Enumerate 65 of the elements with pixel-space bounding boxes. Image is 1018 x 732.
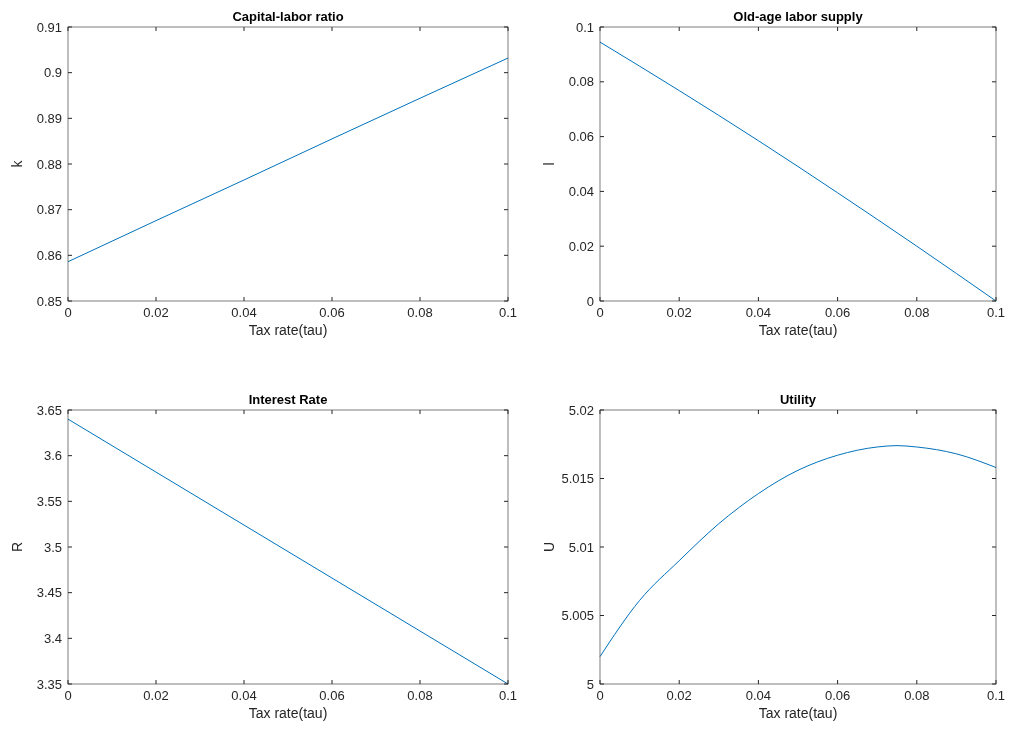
x-tick-label: 0 bbox=[64, 305, 72, 320]
y-tick-label: 0.06 bbox=[568, 129, 594, 145]
x-tick-label: 0.1 bbox=[498, 688, 518, 703]
y-axis-title: U bbox=[541, 541, 557, 553]
x-axis-title: Tax rate(tau) bbox=[248, 705, 328, 721]
y-tick-label: 0.08 bbox=[568, 74, 594, 90]
chart-title: Utility bbox=[779, 392, 817, 407]
line-series bbox=[67, 418, 509, 685]
y-tick-label: 3.4 bbox=[43, 630, 62, 646]
y-tick-label: 5.015 bbox=[561, 471, 594, 486]
y-axis-title: l bbox=[541, 162, 557, 166]
x-tick-label: 0.02 bbox=[666, 688, 692, 703]
x-tick-label: 0.1 bbox=[986, 688, 1006, 703]
chart-title: Interest Rate bbox=[248, 392, 328, 407]
x-tick-label: 0.04 bbox=[231, 305, 257, 320]
x-tick-label: 0.06 bbox=[319, 688, 345, 703]
x-tick-label: 0.06 bbox=[824, 688, 851, 703]
y-tick-label: 0.1 bbox=[575, 19, 594, 35]
y-axis-title: k bbox=[9, 159, 25, 168]
y-tick-label: 3.45 bbox=[36, 585, 62, 601]
line-series bbox=[67, 57, 509, 263]
y-tick-label: 5.01 bbox=[568, 539, 594, 555]
y-tick-label: 0.91 bbox=[36, 19, 62, 35]
x-tick-label: 0.02 bbox=[666, 305, 692, 320]
line-series bbox=[599, 41, 997, 302]
chart-title: Capital-labor ratio bbox=[232, 9, 344, 24]
x-tick-label: 0.08 bbox=[904, 688, 930, 703]
y-tick-label: 0.87 bbox=[36, 202, 62, 218]
line-series bbox=[599, 445, 997, 658]
y-tick-label: 3.65 bbox=[36, 402, 62, 418]
x-tick-label: 0.02 bbox=[143, 688, 169, 703]
chart-title: Old-age labor supply bbox=[733, 9, 864, 24]
y-tick-label: 3.5 bbox=[43, 539, 62, 555]
x-tick-label: 0.04 bbox=[745, 688, 772, 703]
y-tick-label: 5.005 bbox=[561, 608, 594, 623]
x-tick-label: 0.08 bbox=[407, 305, 433, 320]
x-tick-label: 0.1 bbox=[986, 305, 1006, 320]
x-tick-label: 0 bbox=[596, 688, 604, 703]
y-tick-label: 5 bbox=[586, 676, 594, 692]
y-tick-label: 0 bbox=[586, 293, 594, 309]
x-tick-label: 0.02 bbox=[143, 305, 169, 320]
x-tick-label: 0 bbox=[596, 305, 604, 320]
x-tick-label: 0.04 bbox=[231, 688, 257, 703]
y-tick-label: 0.89 bbox=[36, 110, 62, 126]
x-tick-label: 0.08 bbox=[904, 305, 930, 320]
y-tick-label: 0.85 bbox=[36, 293, 62, 309]
x-axis-title: Tax rate(tau) bbox=[758, 322, 838, 338]
x-tick-label: 0.08 bbox=[407, 688, 433, 703]
y-tick-label: 3.6 bbox=[43, 448, 62, 464]
y-tick-label: 0.9 bbox=[43, 65, 62, 81]
x-tick-label: 0.06 bbox=[319, 305, 345, 320]
x-tick-label: 0 bbox=[64, 688, 72, 703]
y-tick-label: 0.04 bbox=[568, 183, 594, 199]
x-tick-label: 0.04 bbox=[745, 305, 772, 320]
y-axis-title: R bbox=[9, 541, 25, 553]
x-axis-title: Tax rate(tau) bbox=[248, 322, 328, 338]
y-tick-label: 5.02 bbox=[568, 402, 594, 418]
x-tick-label: 0.06 bbox=[824, 305, 851, 320]
y-tick-label: 3.55 bbox=[36, 493, 62, 509]
y-tick-label: 3.35 bbox=[36, 676, 62, 692]
y-tick-label: 0.02 bbox=[568, 238, 594, 254]
y-tick-label: 0.86 bbox=[36, 247, 62, 263]
x-axis-title: Tax rate(tau) bbox=[758, 705, 838, 721]
y-tick-label: 0.88 bbox=[36, 156, 62, 172]
x-tick-label: 0.1 bbox=[498, 305, 518, 320]
